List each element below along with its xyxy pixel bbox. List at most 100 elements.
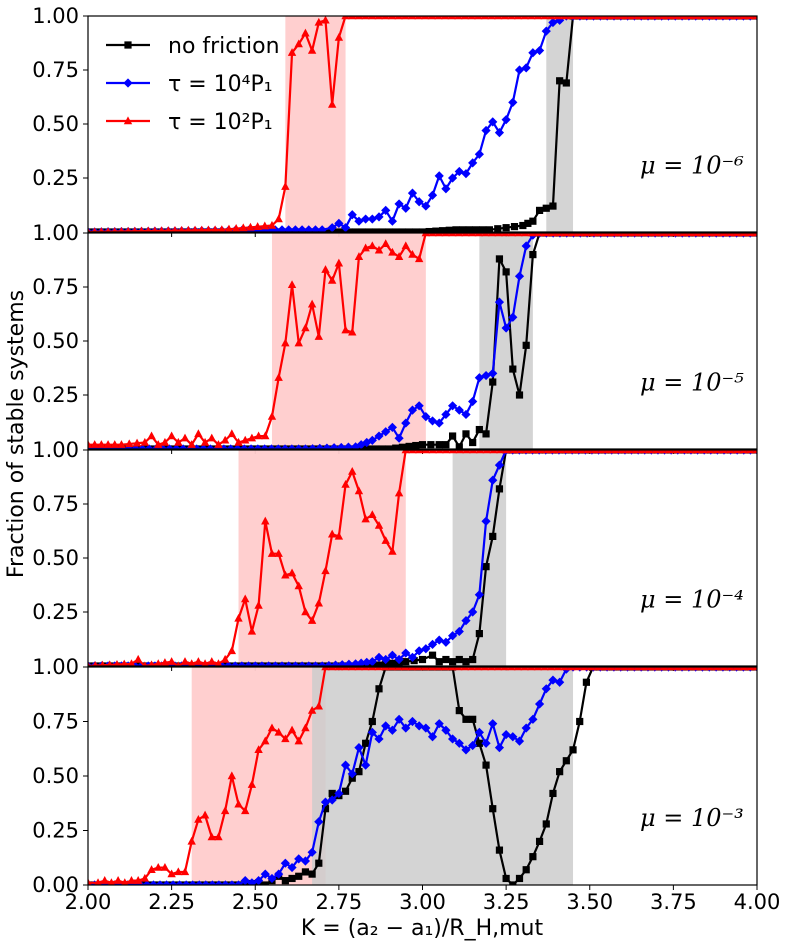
data-point-marker: [495, 846, 504, 854]
data-point-marker: [361, 16, 370, 20]
data-point-marker: [475, 425, 483, 434]
data-point-marker: [106, 660, 113, 666]
data-point-marker: [110, 440, 119, 448]
data-point-marker: [412, 228, 420, 232]
data-point-marker: [194, 429, 203, 438]
data-point-marker: [580, 16, 589, 20]
data-point-marker: [200, 437, 210, 446]
data-point-marker: [351, 442, 361, 449]
data-point-marker: [142, 880, 152, 885]
data-point-marker: [706, 233, 715, 237]
data-point-marker: [447, 667, 456, 671]
data-point-marker: [161, 880, 172, 885]
data-point-marker: [495, 255, 504, 263]
data-point-marker: [527, 667, 536, 671]
data-point-marker: [576, 717, 584, 726]
data-point-marker: [294, 736, 303, 745]
y-tick-label: 0.50: [32, 764, 79, 788]
data-point-marker: [435, 441, 443, 449]
data-point-marker: [145, 226, 152, 232]
data-point-marker: [421, 450, 431, 454]
data-point-marker: [127, 659, 136, 666]
data-point-marker: [400, 667, 410, 671]
data-point-marker: [284, 225, 294, 232]
data-point-marker: [174, 867, 183, 876]
data-point-marker: [398, 228, 407, 232]
data-point-marker: [155, 880, 165, 885]
data-point-marker: [287, 862, 297, 873]
data-point-marker: [489, 532, 497, 540]
plot-area: [88, 667, 757, 885]
data-point-marker: [341, 325, 350, 334]
data-point-marker: [127, 876, 136, 884]
data-point-marker: [125, 226, 131, 232]
data-point-marker: [354, 252, 364, 260]
data-point-marker: [600, 233, 609, 237]
data-point-marker: [274, 727, 283, 736]
data-point-marker: [563, 450, 573, 454]
data-point-marker: [534, 233, 543, 237]
data-point-marker: [448, 734, 458, 744]
data-point-marker: [480, 667, 490, 671]
data-point-marker: [706, 16, 715, 20]
data-point-marker: [726, 667, 735, 671]
data-point-marker: [494, 460, 505, 470]
data-point-marker: [479, 226, 487, 232]
data-point-marker: [739, 667, 748, 671]
data-point-marker: [719, 450, 728, 454]
data-point-marker: [220, 806, 230, 815]
data-point-marker: [147, 431, 156, 440]
data-point-marker: [455, 450, 465, 454]
data-point-marker: [253, 876, 264, 885]
data-point-marker: [510, 223, 519, 231]
data-point-marker: [378, 445, 386, 449]
data-point-marker: [274, 373, 283, 381]
data-point-marker: [227, 646, 237, 655]
data-point-marker: [174, 437, 183, 446]
data-point-marker: [354, 743, 364, 753]
data-point-marker: [448, 401, 458, 411]
data-point-marker: [280, 444, 290, 449]
data-point-marker: [553, 16, 563, 20]
panel-1: 0.25 0.50 0.75 1.00 μ = 10⁻⁶: [32, 4, 758, 237]
data-point-marker: [334, 531, 344, 540]
data-point-marker: [388, 247, 397, 256]
data-point-marker: [368, 241, 377, 250]
data-point-marker: [88, 661, 91, 666]
data-point-marker: [301, 323, 310, 332]
data-point-marker: [590, 450, 600, 454]
data-point-marker: [414, 646, 424, 656]
data-point-marker: [260, 444, 270, 449]
data-point-marker: [651, 450, 660, 454]
data-point-marker: [441, 637, 451, 647]
data-point-marker: [502, 450, 512, 454]
data-point-marker: [394, 488, 404, 497]
y-tick-label: 0.50: [32, 329, 79, 353]
data-point-marker: [508, 97, 518, 107]
data-point-marker: [501, 115, 511, 125]
data-point-marker: [381, 654, 391, 665]
data-point-marker: [198, 225, 206, 232]
data-point-marker: [167, 431, 176, 440]
data-point-marker: [230, 661, 240, 666]
data-point-marker: [686, 667, 695, 671]
data-point-marker: [273, 444, 283, 449]
data-point-marker: [487, 233, 497, 237]
data-point-marker: [94, 878, 102, 885]
data-point-marker: [341, 479, 350, 488]
data-point-marker: [307, 706, 317, 714]
data-point-marker: [462, 430, 470, 438]
data-point-marker: [746, 16, 755, 20]
data-point-marker: [549, 202, 557, 210]
data-point-marker: [388, 659, 396, 666]
data-point-marker: [214, 659, 223, 666]
y-tick-label: 0.25: [32, 166, 79, 190]
data-point-marker: [334, 258, 344, 267]
data-point-marker: [224, 224, 233, 232]
data-point-marker: [427, 190, 438, 200]
data-point-marker: [752, 16, 757, 20]
data-point-marker: [529, 217, 537, 225]
data-point-marker: [171, 444, 181, 449]
data-point-marker: [435, 658, 443, 666]
data-point-marker: [347, 667, 357, 671]
